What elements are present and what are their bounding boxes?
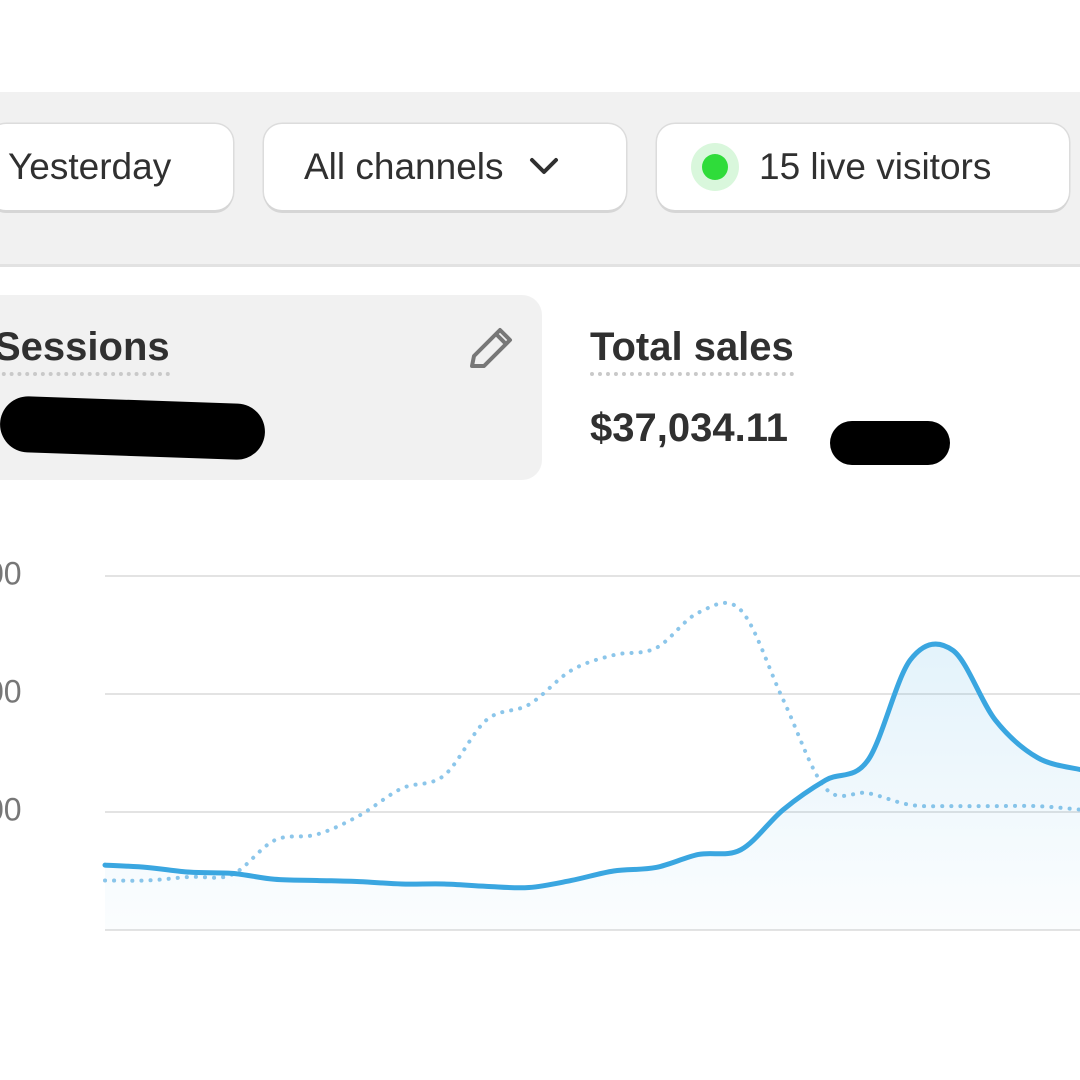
line: [102, 641, 1080, 891]
line: [103, 600, 1080, 883]
redaction: [830, 421, 950, 465]
area: [105, 644, 1080, 930]
card-title: Total sales: [590, 325, 794, 376]
chart: 00 00 00: [0, 555, 1080, 931]
button-label: 15 live visitors: [759, 146, 992, 187]
button-label: All channels: [304, 146, 504, 187]
y-tick-label: 00: [0, 555, 22, 591]
chevron-icon: [529, 158, 558, 174]
y-tick-label: 00: [0, 673, 22, 709]
date-button[interactable]: Yesterday: [0, 124, 233, 210]
channel-button[interactable]: All channels: [264, 124, 626, 210]
y-tick-label: 00: [0, 791, 22, 827]
edit-icon[interactable]: [462, 322, 518, 378]
live-dot: [691, 143, 739, 191]
live-visitors-button[interactable]: 15 live visitors: [657, 124, 1069, 210]
card-title: Sessions: [0, 325, 170, 376]
sales-value: $37,034.11: [590, 406, 788, 450]
redaction: [0, 395, 266, 461]
button-label: Yesterday: [8, 146, 172, 187]
